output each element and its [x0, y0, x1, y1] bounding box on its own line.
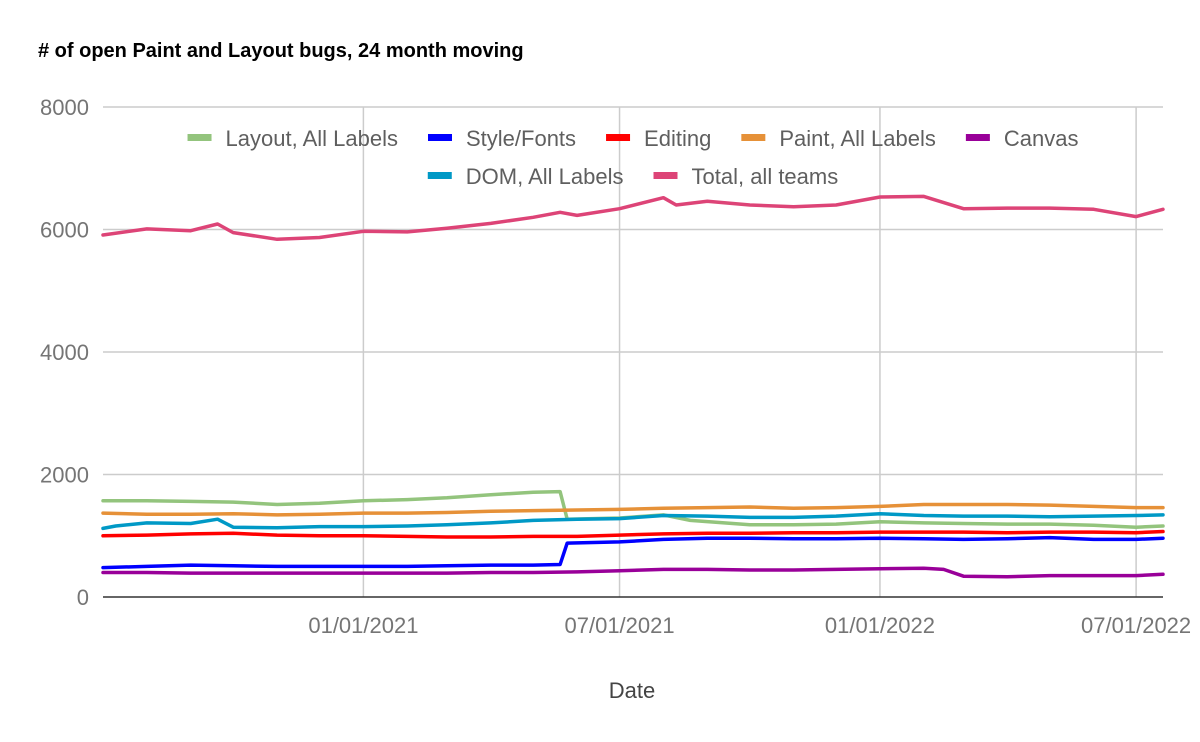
x-axis-title: Date — [609, 678, 655, 703]
y-tick-label: 2000 — [40, 463, 89, 488]
legend: Layout, All Labels Style/Fonts Editing Pain… — [187, 126, 1079, 189]
legend-label-layout-all-labels: Layout, All Labels — [226, 126, 398, 151]
legend-swatch-layout-all-labels — [187, 134, 212, 141]
x-tick-label: 01/01/2021 — [308, 613, 418, 638]
legend-swatch-dom-all-labels — [427, 172, 452, 179]
legend-label-canvas: Canvas — [1004, 126, 1079, 151]
legend-label-total-all-teams: Total, all teams — [692, 164, 839, 189]
legend-swatch-canvas — [965, 134, 990, 141]
series-line-canvas — [101, 566, 1165, 579]
y-tick-label: 6000 — [40, 218, 89, 243]
legend-label-dom-all-labels: DOM, All Labels — [466, 164, 624, 189]
chart-title: # of open Paint and Layout bugs, 24 mont… — [38, 40, 524, 62]
y-tick-label: 0 — [77, 585, 89, 610]
legend-swatch-total-all-teams — [653, 172, 678, 179]
series-line-editing — [101, 529, 1165, 539]
legend-label-style-fonts: Style/Fonts — [466, 126, 576, 151]
legend-swatch-style-fonts — [428, 134, 452, 141]
legend-label-paint-all-labels: Paint, All Labels — [779, 126, 936, 151]
x-tick-label: 07/01/2021 — [565, 613, 675, 638]
y-tick-label: 4000 — [40, 340, 89, 365]
series-line-paint-all-labels — [101, 502, 1165, 517]
legend-swatch-editing — [606, 134, 631, 141]
series-line-style-fonts — [101, 535, 1165, 570]
axes: 0 2000 4000 6000 8000 01/01/2021 07/01/2021 01/… — [40, 95, 1191, 638]
series-line-total-all-teams — [101, 194, 1165, 242]
y-tick-label: 8000 — [40, 95, 89, 120]
x-tick-label: 01/01/2022 — [825, 613, 935, 638]
legend-swatch-paint-all-labels — [741, 134, 766, 141]
series-line-dom-all-labels — [101, 511, 1165, 531]
legend-label-editing: Editing — [644, 126, 711, 151]
x-tick-label: 07/01/2022 — [1081, 613, 1191, 638]
series-lines — [101, 194, 1165, 579]
